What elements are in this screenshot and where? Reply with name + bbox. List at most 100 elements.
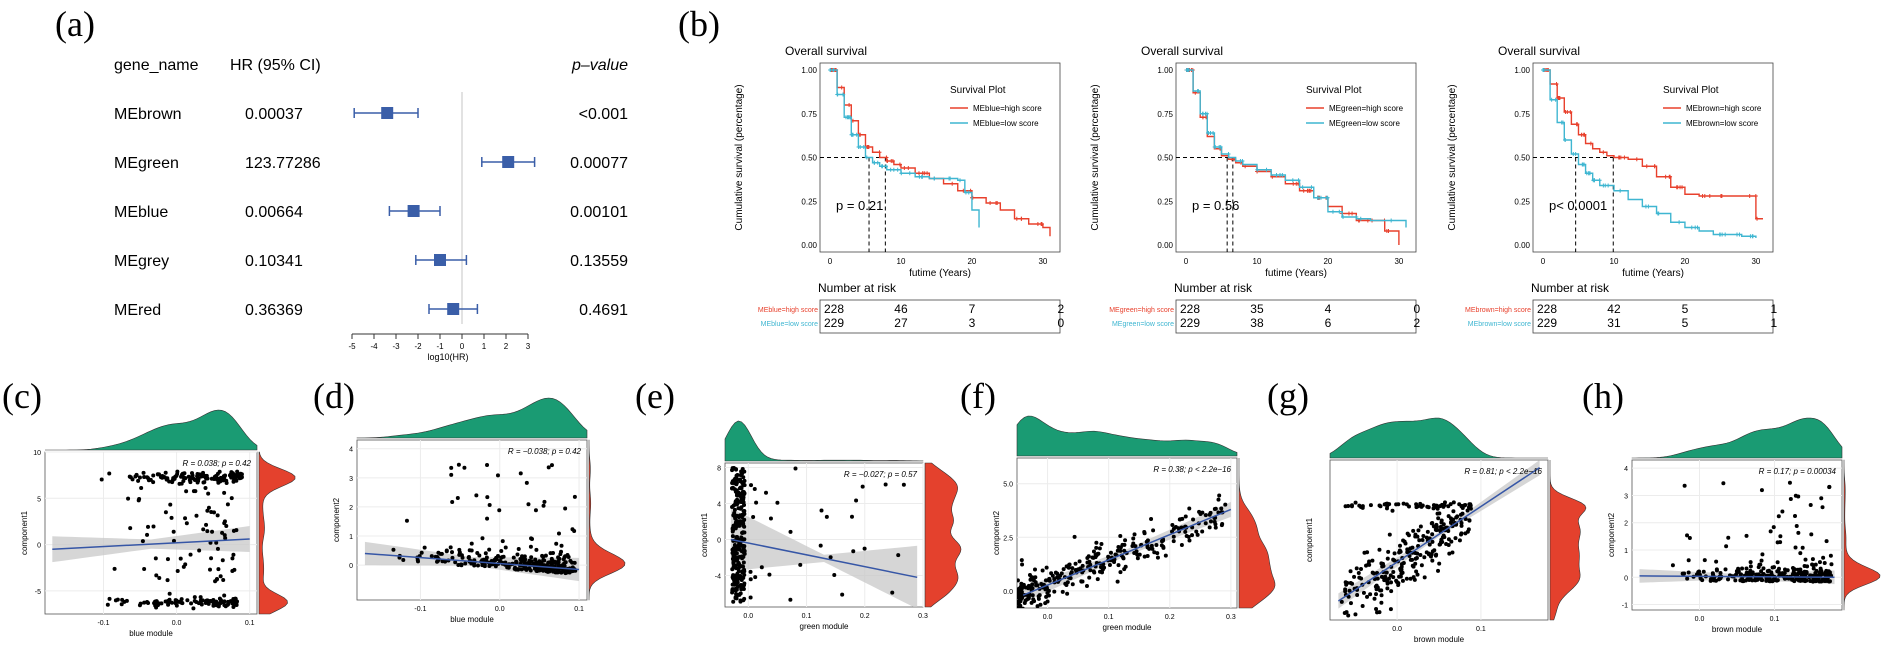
- km-censor-mark: [1549, 97, 1554, 102]
- scatter-x-tick-label: 0.1: [1476, 626, 1486, 633]
- risk-cell: 7: [969, 302, 976, 316]
- scatter-point: [456, 462, 461, 467]
- km-censor-mark: [1643, 204, 1648, 209]
- scatter-point: [141, 470, 146, 475]
- scatter-point: [179, 481, 184, 486]
- scatter-point: [495, 473, 500, 478]
- scatter-point: [222, 490, 227, 495]
- scatter-annotation: R = −0.038; p = 0.42: [508, 447, 582, 456]
- scatter-point: [419, 550, 424, 555]
- scatter-x-tick-label: 0.1: [1770, 616, 1780, 623]
- scatter-point: [1387, 532, 1392, 537]
- scatter-point: [1043, 601, 1048, 606]
- km-censor-mark: [1618, 188, 1623, 193]
- scatter-point: [1357, 503, 1362, 508]
- km-censor-mark: [1652, 164, 1657, 169]
- km-censor-mark: [835, 92, 840, 97]
- scatter-point: [234, 528, 239, 533]
- km-censor-mark: [1677, 220, 1682, 225]
- km-censor-mark: [879, 164, 884, 169]
- scatter-point: [1059, 571, 1064, 576]
- scatter-point: [741, 500, 746, 505]
- scatter-point: [1430, 539, 1435, 544]
- scatter-point: [511, 555, 516, 560]
- scatter-point: [1134, 549, 1139, 554]
- scatter-point: [197, 548, 202, 553]
- scatter-point: [1465, 508, 1470, 513]
- scatter-point: [1467, 518, 1472, 523]
- scatter-point: [191, 489, 196, 494]
- scatter-point: [1040, 568, 1045, 573]
- scatter-point: [1348, 601, 1353, 606]
- scatter-point: [1171, 534, 1176, 539]
- scatter-point: [1776, 570, 1781, 575]
- scatter-point: [1154, 542, 1159, 547]
- scatter-point: [540, 553, 545, 558]
- scatter-point: [1430, 532, 1435, 537]
- scatter-point: [1800, 545, 1805, 550]
- forest-estimate-marker: [407, 205, 420, 217]
- risk-cell: 228: [1537, 302, 1557, 316]
- km-censor-mark: [1255, 167, 1260, 172]
- scatter-point: [206, 491, 211, 496]
- scatter-point: [525, 561, 530, 566]
- scatter-point: [1142, 554, 1147, 559]
- scatter-point: [1017, 601, 1021, 606]
- scatter-point: [1701, 569, 1706, 574]
- scatter-point: [1353, 612, 1358, 617]
- scatter-point: [775, 500, 780, 505]
- scatter-point: [485, 462, 490, 467]
- scatter-point: [1381, 575, 1386, 580]
- scatter-y-tick-label: 10: [33, 450, 41, 457]
- km-censor-mark: [1723, 232, 1728, 237]
- scatter-point: [1020, 593, 1025, 598]
- risk-cell: 0: [1414, 302, 1421, 316]
- scatter-point: [1759, 488, 1764, 493]
- km-censor-mark: [1541, 68, 1545, 72]
- scatter-point: [1116, 563, 1121, 568]
- scatter-x-label: brown module: [1712, 625, 1763, 634]
- scatter-point: [741, 554, 746, 559]
- scatter-point: [1748, 564, 1753, 569]
- scatter-point: [1422, 555, 1427, 560]
- scatter-point: [1809, 532, 1814, 537]
- scatter-point: [1377, 547, 1382, 552]
- scatter-point: [730, 527, 735, 532]
- scatter-point: [1207, 525, 1212, 530]
- scatter-point: [1093, 552, 1098, 557]
- scatter-point: [1386, 576, 1391, 581]
- scatter-point: [1697, 569, 1702, 574]
- scatter-point: [1411, 564, 1416, 569]
- scatter-point: [206, 505, 211, 510]
- scatter-x-tick-label: 0.1: [574, 606, 584, 613]
- km-censor-mark: [828, 68, 833, 72]
- scatter-point: [1810, 562, 1815, 567]
- scatter-point: [153, 556, 158, 561]
- panel-label-f: (f): [960, 376, 996, 416]
- scatter-point: [1414, 555, 1419, 560]
- scatter-x-tick-label: 0.0: [1695, 616, 1705, 623]
- scatter-point: [1046, 593, 1051, 598]
- scatter-point: [1197, 509, 1202, 514]
- scatter-point: [1420, 537, 1425, 542]
- scatter-point: [1446, 528, 1451, 533]
- scatter-point: [890, 590, 895, 595]
- scatter-y-label: component1: [1305, 517, 1314, 562]
- scatter-point: [1430, 549, 1435, 554]
- scatter-point: [741, 598, 746, 603]
- scatter-point: [1353, 500, 1358, 505]
- scatter-point: [1088, 562, 1093, 567]
- km-y-tick-label: 0.25: [801, 197, 817, 206]
- risk-cell: 3: [969, 316, 976, 330]
- km-censor-mark: [875, 160, 880, 165]
- scatter-point: [220, 558, 225, 563]
- marginal-density-y: [258, 451, 296, 615]
- scatter-point: [1102, 565, 1107, 570]
- scatter-point: [1744, 533, 1749, 538]
- scatter-point: [134, 472, 139, 477]
- scatter-y-tick-label: 3: [349, 476, 353, 483]
- scatter-point: [1670, 563, 1675, 568]
- scatter-point: [230, 600, 235, 605]
- risk-cell: 1: [1771, 316, 1778, 330]
- scatter-point: [1379, 600, 1384, 605]
